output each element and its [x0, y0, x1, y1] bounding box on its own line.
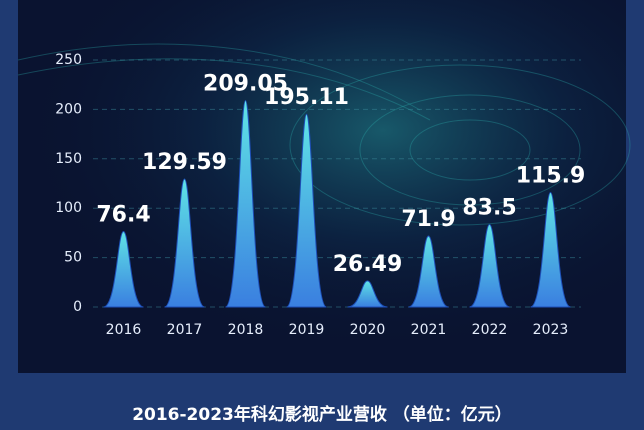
- value-label: 209.05: [203, 71, 288, 96]
- bar: [530, 191, 571, 308]
- y-tick-label: 250: [55, 52, 82, 68]
- value-label: 26.49: [333, 252, 403, 277]
- y-tick-label: 50: [64, 250, 82, 266]
- x-tick-label: 2020: [350, 322, 386, 338]
- bar: [347, 280, 388, 308]
- x-tick-label: 2016: [106, 322, 142, 338]
- y-tick-label: 200: [55, 101, 82, 117]
- x-tick-label: 2021: [411, 322, 447, 338]
- y-tick-label: 100: [55, 200, 82, 216]
- bar: [469, 224, 510, 308]
- chart-title: 2016-2023年科幻影视产业营收 （单位：亿元）: [132, 404, 512, 425]
- value-label: 83.5: [462, 196, 516, 221]
- value-label: 76.4: [96, 203, 150, 228]
- y-tick-label: 150: [55, 151, 82, 167]
- value-label: 195.11: [264, 85, 349, 110]
- bar: [164, 178, 205, 308]
- bar: [408, 235, 449, 308]
- bar: [225, 99, 266, 308]
- x-tick-label: 2022: [472, 322, 508, 338]
- x-tick-label: 2018: [228, 322, 264, 338]
- panel-glow: [18, 0, 626, 373]
- bar: [103, 231, 144, 308]
- x-tick-label: 2019: [289, 322, 325, 338]
- value-label: 129.59: [142, 150, 227, 175]
- x-tick-label: 2017: [167, 322, 203, 338]
- swirl: [17, 43, 631, 226]
- x-tick-label: 2023: [533, 322, 569, 338]
- value-label: 115.9: [516, 163, 586, 188]
- bar: [286, 113, 327, 308]
- y-tick-label: 0: [73, 299, 82, 315]
- value-label: 71.9: [401, 207, 455, 232]
